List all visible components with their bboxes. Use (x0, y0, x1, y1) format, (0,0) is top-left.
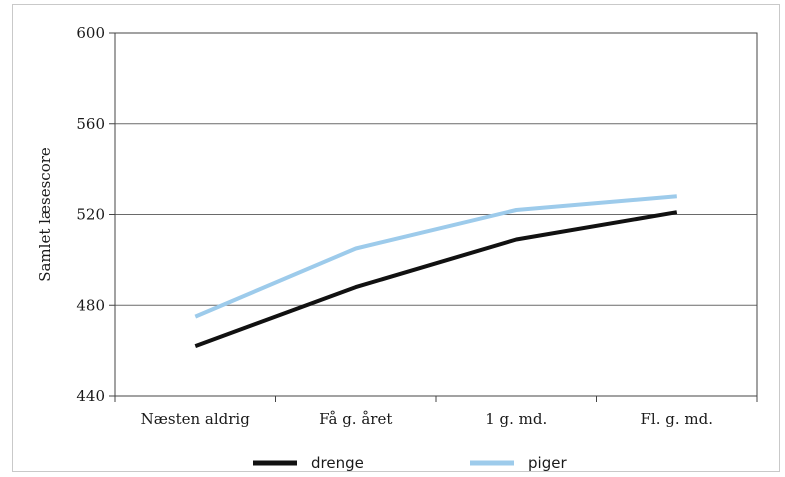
y-tick-labels: 440 480 520 560 600 (76, 24, 105, 405)
y-tick-label: 560 (76, 115, 105, 133)
chart-frame (12, 4, 780, 472)
x-tick-label: Få g. året (319, 410, 392, 428)
legend: drenge piger (253, 454, 567, 472)
y-tick-label: 440 (76, 387, 105, 405)
x-tick-label: Næsten aldrig (141, 410, 251, 428)
series-line-drenge (194, 210, 678, 348)
x-tick-label: 1 g. md. (485, 410, 547, 428)
legend-label: piger (528, 454, 567, 472)
y-tick-label: 520 (76, 206, 105, 224)
series-lines (194, 194, 678, 348)
y-tick-label: 480 (76, 296, 105, 314)
y-axis-label: Samlet læsescore (36, 147, 54, 282)
x-tick-labels: Næsten aldrig Få g. året 1 g. md. Fl. g. md… (114, 396, 758, 428)
series-line-piger (194, 194, 677, 319)
legend-label: drenge (311, 454, 364, 472)
y-tick-label: 600 (76, 24, 105, 42)
x-tick-label: Fl. g. md. (641, 410, 713, 428)
